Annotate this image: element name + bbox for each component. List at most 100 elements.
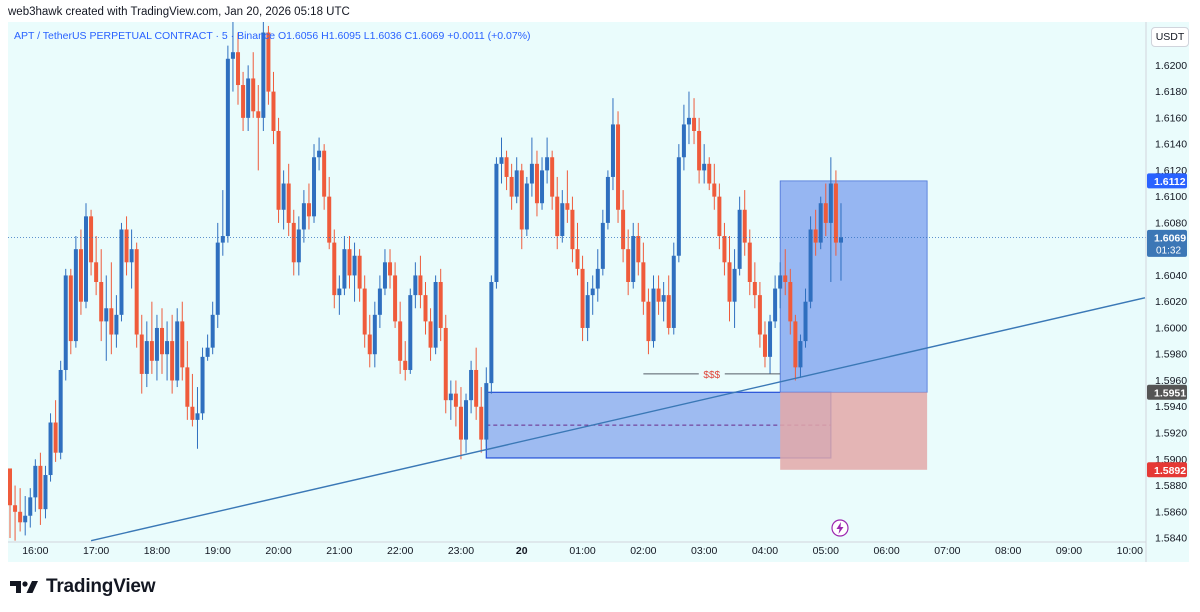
candle-body: [671, 255, 676, 328]
profit-zone: [779, 180, 928, 393]
candle-body: [484, 383, 489, 440]
currency-button[interactable]: USDT: [1151, 27, 1189, 47]
candle-body: [458, 406, 463, 440]
candle-body: [793, 321, 798, 368]
candle-body: [828, 183, 833, 223]
symbol-name[interactable]: APT / TetherUS PERPETUAL CONTRACT · 5 · …: [14, 30, 276, 42]
candle-body: [590, 288, 595, 296]
tradingview-logo[interactable]: TradingView: [10, 576, 156, 598]
candle-body: [306, 203, 311, 217]
candle-body: [301, 203, 306, 230]
price-tick-label: 1.5940: [1155, 401, 1187, 413]
price-tick-label: 1.5840: [1155, 533, 1187, 545]
trendline: [90, 297, 1146, 542]
candle-body: [595, 268, 600, 289]
take-profit-price-tag: [1147, 173, 1187, 189]
candle-body: [676, 157, 681, 256]
chart-pane[interactable]: $$$ 16:00 17:00 18:00 19:00 20:00 21:00 22:00 2…: [8, 22, 1189, 562]
price-tick-label: 1.6080: [1155, 217, 1187, 229]
candle-body: [200, 356, 205, 414]
candle-body: [266, 32, 271, 92]
time-tick-label: 20:00: [265, 545, 291, 557]
candle-body: [610, 124, 615, 177]
time-tick-label: 18:00: [144, 545, 170, 557]
candlestick-chart[interactable]: $$$ 16:00 17:00 18:00 19:00 20:00 21:00 22:00 2…: [8, 22, 1189, 562]
symbol-legend[interactable]: APT / TetherUS PERPETUAL CONTRACT · 5 · …: [14, 30, 531, 42]
candle-body: [474, 369, 479, 407]
time-tick-label: 08:00: [995, 545, 1021, 557]
lightning-icon-glyph: [836, 522, 844, 534]
candle-body: [838, 237, 843, 243]
candle-body: [215, 242, 220, 315]
candle-body: [494, 163, 499, 282]
candle-body: [813, 229, 818, 243]
time-tick-label: 10:00: [1117, 545, 1143, 557]
price-tick-label: 1.5920: [1155, 428, 1187, 440]
ohlc-values: O1.6056 H1.6095 L1.6036 C1.6069 +0.0011 …: [277, 30, 531, 42]
candle-body: [78, 249, 83, 302]
take-profit-price-text: 1.6112: [1154, 176, 1186, 188]
candle-body: [540, 170, 545, 204]
candle-body: [317, 150, 322, 158]
candle-body: [195, 413, 200, 420]
candle-body: [129, 249, 134, 263]
candle-body: [646, 301, 651, 342]
candle-body: [68, 275, 73, 342]
candle-body: [230, 52, 235, 59]
candle-body: [89, 216, 94, 263]
candle-body: [641, 262, 646, 302]
candle-body: [605, 176, 610, 223]
candle-body: [154, 327, 159, 361]
candle-body: [636, 236, 641, 263]
candle-body: [327, 196, 332, 243]
liquidity-label: $$$: [703, 370, 720, 381]
candle-body: [28, 497, 33, 516]
candle-body: [104, 308, 109, 322]
candle-body: [296, 229, 301, 263]
candle-body: [778, 275, 783, 289]
time-tick-label: 03:00: [691, 545, 717, 557]
candle-body: [747, 242, 752, 282]
candle-body: [393, 275, 398, 322]
price-tick-label: 1.6200: [1155, 60, 1187, 72]
time-tick-label: 01:00: [569, 545, 595, 557]
price-tick-label: 1.6040: [1155, 270, 1187, 282]
candle-body: [109, 308, 114, 335]
candle-body: [692, 117, 697, 131]
candle-body: [342, 249, 347, 289]
candle-body: [631, 236, 636, 282]
candle-body: [732, 268, 737, 302]
time-tick-label: 19:00: [205, 545, 231, 557]
candle-body: [322, 150, 327, 197]
liquidity-label-bg: [698, 367, 725, 380]
candle-body: [220, 236, 225, 243]
candle-body: [621, 209, 626, 250]
candle-body: [276, 130, 281, 210]
candle-body: [347, 249, 352, 276]
candle-body: [616, 124, 621, 210]
candle-body: [722, 236, 727, 263]
candle-body: [261, 32, 266, 118]
candle-body: [656, 288, 661, 302]
candle-body: [752, 282, 757, 296]
created-by-text: web3hawk created with TradingView.com, J…: [8, 6, 350, 18]
price-tick-label: 1.5980: [1155, 349, 1187, 361]
candle-body: [428, 321, 433, 348]
candle-body: [8, 468, 12, 506]
candle-body: [560, 203, 565, 237]
candle-body: [84, 216, 89, 302]
candle-body: [479, 406, 484, 440]
candle-body: [352, 255, 357, 276]
last-price-text: 1.6069: [1154, 232, 1186, 244]
time-tick-label: 17:00: [83, 545, 109, 557]
candle-body: [114, 314, 119, 335]
stop-loss-price-text: 1.5892: [1154, 465, 1186, 477]
candle-body: [833, 183, 838, 243]
candle-body: [565, 203, 570, 210]
candle-body: [286, 183, 291, 223]
candle-body: [312, 157, 317, 217]
candle-body: [48, 422, 53, 476]
candle-body: [757, 295, 762, 335]
candle-body: [818, 203, 823, 243]
candle-body: [550, 157, 555, 197]
